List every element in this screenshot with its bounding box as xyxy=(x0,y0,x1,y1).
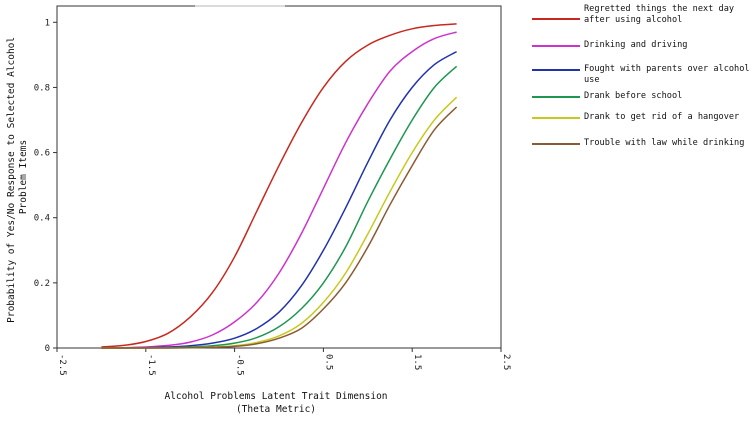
x-tick-label: 0.5 xyxy=(323,354,333,370)
x-axis-title-line1: Alcohol Problems Latent Trait Dimension xyxy=(164,391,387,402)
legend-item: Drinking and driving xyxy=(532,40,754,64)
y-tick-label: 0.8 xyxy=(34,83,50,93)
legend-swatch xyxy=(532,69,580,71)
x-tick-label: 1.5 xyxy=(412,354,422,370)
y-axis-title-line1: Probability of Yes/No Response to Select… xyxy=(6,37,17,323)
legend-swatch xyxy=(532,143,580,145)
legend-item: Regretted things the next day after usin… xyxy=(532,4,754,40)
y-tick-label: 1 xyxy=(45,18,50,28)
legend-item: Fought with parents over alcohol use xyxy=(532,64,754,91)
legend-swatch xyxy=(532,45,580,47)
legend-item: Drank to get rid of a hangover xyxy=(532,112,754,138)
y-tick-label: 0 xyxy=(45,344,50,354)
legend-swatch xyxy=(532,96,580,98)
legend-label: Drinking and driving xyxy=(584,40,688,50)
series-line xyxy=(101,106,458,349)
legend-swatch xyxy=(532,18,580,20)
series-line xyxy=(101,23,457,348)
x-tick-label: 2.5 xyxy=(501,354,511,370)
x-axis-title-line2: (Theta Metric) xyxy=(236,404,316,415)
x-tick-label: -1.5 xyxy=(146,354,156,376)
legend-label: Drank to get rid of a hangover xyxy=(584,112,740,122)
y-axis-title: Probability of Yes/No Response to Select… xyxy=(6,31,29,323)
legend-label: Trouble with law while drinking xyxy=(584,138,745,148)
x-tick-label: -2.5 xyxy=(57,354,67,376)
legend-label: Drank before school xyxy=(584,91,683,101)
legend-item: Trouble with law while drinking xyxy=(532,138,754,162)
x-axis-ticks: -2.5 -1.5 -0.5 0.5 1.5 2.5 xyxy=(56,348,511,376)
series-line xyxy=(101,31,457,349)
y-tick-label: 0.2 xyxy=(34,279,50,289)
y-tick-label: 0.4 xyxy=(34,214,50,224)
legend-item: Drank before school xyxy=(532,91,754,112)
legend-label: Fought with parents over alcohol use xyxy=(584,64,750,85)
y-axis-title-line2: Problem Items xyxy=(18,140,29,214)
x-tick-label: -0.5 xyxy=(235,354,245,376)
legend: Regretted things the next day after usin… xyxy=(532,4,754,162)
y-tick-label: 0.6 xyxy=(34,149,50,159)
plot-frame xyxy=(56,5,502,349)
series-lines xyxy=(101,23,458,349)
legend-swatch xyxy=(532,117,580,119)
y-axis-ticks: 0 0.2 0.4 0.6 0.8 1 xyxy=(34,18,57,354)
legend-label: Regretted things the next day after usin… xyxy=(584,4,735,25)
